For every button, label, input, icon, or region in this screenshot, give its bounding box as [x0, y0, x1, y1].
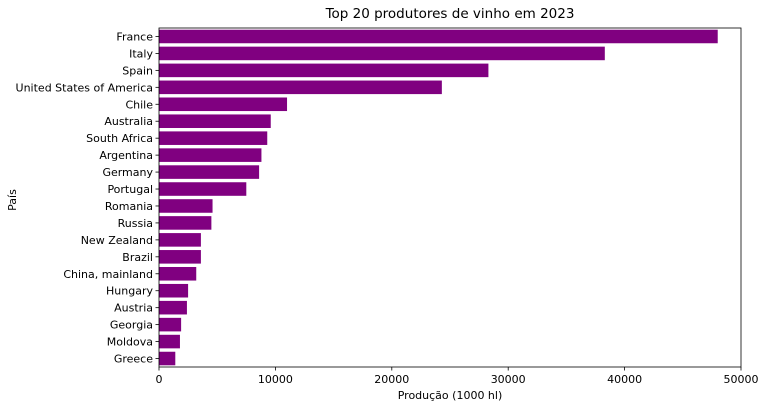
bar	[159, 131, 268, 145]
bar	[159, 80, 442, 95]
y-tick-label: Georgia	[110, 319, 153, 332]
y-tick-label: South Africa	[86, 132, 153, 145]
bar	[159, 29, 718, 44]
x-tick-label: 30000	[491, 373, 526, 386]
x-tick-label: 20000	[374, 373, 409, 386]
chart-title: Top 20 produtores de vinho em 2023	[325, 6, 575, 22]
y-tick-label: Greece	[114, 353, 153, 366]
bar	[159, 351, 176, 366]
bar	[159, 182, 247, 196]
bars-group	[159, 29, 718, 366]
bar	[159, 300, 187, 315]
y-tick-label: China, mainland	[63, 268, 153, 281]
bar	[159, 63, 489, 78]
bar	[159, 46, 605, 61]
y-tick-label: Argentina	[99, 149, 153, 162]
bar	[159, 334, 180, 349]
y-tick-label: France	[116, 30, 153, 43]
x-axis-label: Produção (1000 hl)	[398, 389, 503, 402]
y-tick-label: Germany	[102, 166, 153, 179]
bar	[159, 199, 213, 213]
x-tick-label: 50000	[724, 373, 759, 386]
y-tick-label: Moldova	[107, 336, 153, 349]
y-tick-label: Italy	[129, 47, 153, 60]
y-axis-label: País	[6, 189, 19, 211]
y-tick-label: Australia	[104, 115, 153, 128]
x-axis-ticks: 0 10000 20000 30000 40000 50000	[156, 367, 759, 386]
plot-area	[159, 28, 741, 367]
x-tick-label: 10000	[258, 373, 293, 386]
y-tick-label: Chile	[125, 98, 153, 111]
plot-background	[159, 28, 741, 367]
bar	[159, 233, 201, 247]
y-tick-label: Portugal	[107, 183, 153, 196]
y-tick-label: New Zealand	[81, 234, 153, 247]
y-tick-label: Russia	[118, 217, 153, 230]
y-tick-label: Spain	[122, 64, 153, 77]
bar	[159, 250, 201, 264]
bar	[159, 266, 197, 281]
y-axis-ticks: France Italy Spain United States of America…	[16, 30, 159, 366]
y-tick-label: Austria	[114, 302, 153, 315]
plot-frame	[158, 27, 742, 368]
x-tick-label: 40000	[607, 373, 642, 386]
bar	[159, 148, 262, 162]
bar	[159, 283, 189, 298]
bar	[159, 114, 271, 129]
bar	[159, 97, 288, 112]
y-tick-label: United States of America	[16, 81, 153, 94]
y-tick-label: Hungary	[106, 285, 153, 298]
x-tick-label: 0	[156, 373, 163, 386]
bar	[159, 165, 260, 179]
y-tick-label: Romania	[105, 200, 153, 213]
bar	[159, 216, 212, 230]
y-tick-label: Brazil	[122, 251, 153, 264]
bar	[159, 317, 182, 332]
